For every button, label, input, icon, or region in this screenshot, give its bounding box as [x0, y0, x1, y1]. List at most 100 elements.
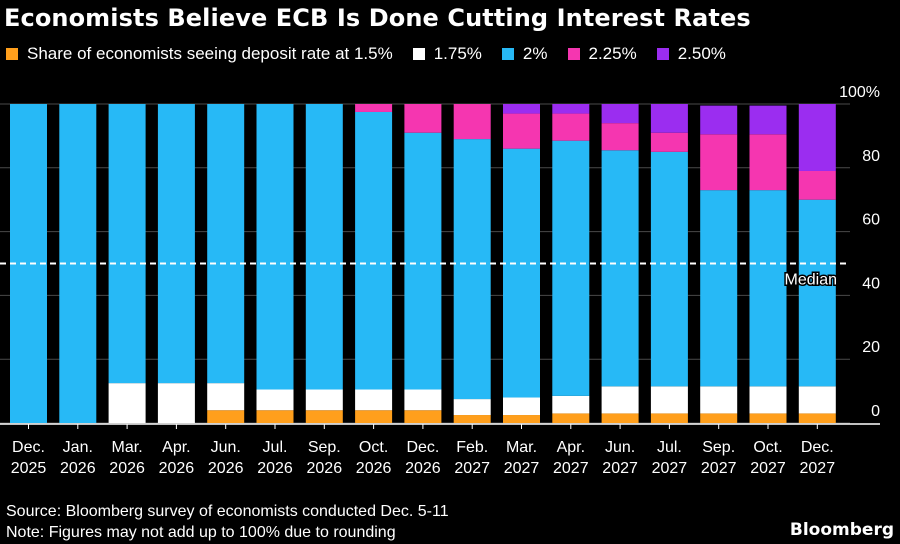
bar-segment [601, 150, 639, 387]
bar-segment [749, 386, 787, 414]
bar-segment [207, 410, 245, 423]
bar-segment [552, 140, 590, 396]
bar-segment [552, 104, 590, 114]
bar-segment [256, 389, 294, 411]
bar-segment [503, 397, 540, 416]
bar-segment [749, 190, 787, 387]
x-tick-label-month: Jun. [211, 439, 241, 456]
bar-segment [798, 413, 836, 423]
bar-segment [453, 139, 491, 400]
bar-segment [650, 104, 688, 133]
bar-segment [108, 383, 146, 423]
x-tick-label-year: 2027 [553, 460, 589, 477]
chart-title: Economists Believe ECB Is Done Cutting I… [4, 4, 751, 32]
bar-segment [650, 413, 688, 423]
bar-segment [355, 410, 393, 423]
x-tick-label-year: 2027 [602, 460, 638, 477]
bar-segment [650, 386, 688, 414]
x-tick-label-month: Dec. [801, 439, 834, 456]
median-label: Median [785, 272, 837, 289]
x-tick-label-month: Jul. [263, 439, 288, 456]
bar-segment [650, 151, 688, 387]
bar-segment [108, 104, 146, 384]
x-tick-label-year: 2026 [405, 460, 441, 477]
y-tick-label: 40 [862, 275, 880, 292]
legend-swatch-2-50 [656, 48, 669, 60]
legend-swatch-2-25 [567, 48, 580, 60]
bar-segment [749, 413, 787, 423]
x-tick-label-month: Mar. [506, 439, 537, 456]
legend-label-1-5: Share of economists seeing deposit rate … [27, 44, 393, 63]
legend-item-2: 2% [501, 44, 548, 64]
x-tick-label-month: Sep. [702, 439, 735, 456]
legend-item-1-75: 1.75% [412, 44, 482, 64]
bar-segment [650, 132, 688, 152]
bar-segment [601, 413, 639, 423]
x-tick-label-month: Dec. [12, 439, 45, 456]
x-tick-label-month: Mar. [112, 439, 143, 456]
bar-segment [453, 399, 491, 416]
x-tick-label-month: Oct. [359, 439, 388, 456]
bar-segment [256, 104, 294, 390]
bar-segment [798, 386, 836, 414]
bar-segment [305, 410, 343, 423]
y-tick-label: 0 [871, 403, 880, 420]
bar-segment [552, 113, 590, 141]
bar-segment [256, 410, 294, 423]
bar-segment [355, 111, 393, 390]
bar-segment [798, 104, 836, 171]
bar-segment [700, 413, 738, 423]
legend: Share of economists seeing deposit rate … [6, 44, 746, 64]
bar-segment [601, 386, 639, 414]
x-tick-label-year: 2026 [208, 460, 244, 477]
bar-segment [700, 386, 738, 414]
x-tick-label-year: 2026 [356, 460, 392, 477]
legend-item-2-25: 2.25% [567, 44, 637, 64]
bar-segment [207, 383, 245, 411]
y-tick-label: 100% [839, 84, 880, 101]
x-tick-label-year: 2027 [800, 460, 836, 477]
x-tick-label-year: 2027 [504, 460, 540, 477]
bar-segment [404, 389, 442, 411]
bar-segment [503, 113, 540, 149]
legend-label-2-50: 2.50% [677, 44, 726, 63]
bar-segment [552, 413, 590, 423]
y-tick-label: 80 [862, 148, 880, 165]
bar-segment [157, 383, 195, 423]
bar-segment [601, 104, 639, 124]
y-tick-label: 20 [862, 339, 880, 356]
x-tick-label-month: Jun. [605, 439, 635, 456]
legend-item-1-5: Share of economists seeing deposit rate … [6, 44, 393, 64]
bar-segment [552, 395, 590, 414]
x-tick-label-year: 2026 [257, 460, 293, 477]
bar-segment [305, 104, 343, 390]
x-tick-label-year: 2027 [750, 460, 786, 477]
bar-segment [700, 105, 738, 135]
bloomberg-logo: Bloomberg [789, 520, 894, 540]
source-text: Source: Bloomberg survey of economists c… [6, 503, 449, 520]
x-tick-label-year: 2026 [60, 460, 96, 477]
legend-label-2-25: 2.25% [588, 44, 637, 63]
x-tick-label-month: Feb. [456, 439, 488, 456]
x-tick-label-year: 2025 [11, 460, 47, 477]
legend-swatch-2 [501, 48, 514, 60]
x-tick-label-month: Apr. [162, 439, 190, 456]
bar-segment [503, 104, 540, 114]
stacked-bar-chart: 0 20 40 60 80 100% Dec. 2025 Jan. 2026 Mar. 2026 Apr… [0, 84, 880, 477]
x-tick-label-month: Dec. [406, 439, 439, 456]
bar-segment [404, 410, 442, 423]
legend-swatch-1-75 [412, 48, 425, 60]
x-tick-label-year: 2027 [701, 460, 737, 477]
bar-segment [453, 415, 491, 423]
x-tick-label-month: Oct. [753, 439, 782, 456]
bar-segment [798, 199, 836, 387]
x-tick-label-year: 2027 [454, 460, 490, 477]
x-tick-label-year: 2026 [159, 460, 195, 477]
bar-segment [700, 134, 738, 191]
bar-segment [503, 415, 540, 423]
bar-segment [749, 105, 787, 135]
legend-label-2: 2% [522, 44, 548, 63]
x-tick-label-year: 2027 [652, 460, 688, 477]
bar-segment [749, 134, 787, 191]
legend-item-2-50: 2.50% [656, 44, 726, 64]
